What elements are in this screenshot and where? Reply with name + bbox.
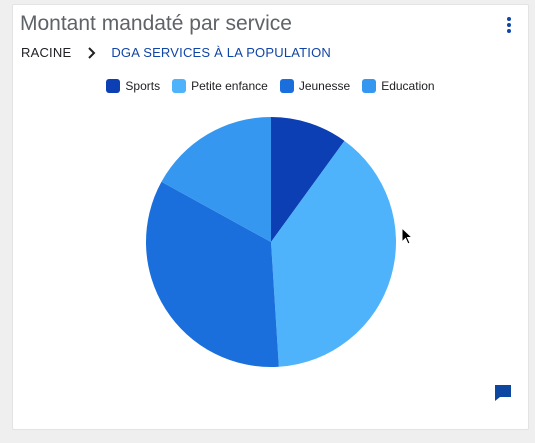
breadcrumb-current: DGA SERVICES À LA POPULATION bbox=[111, 45, 332, 60]
comment-icon[interactable] bbox=[494, 384, 512, 402]
pie-slice-jeunesse[interactable] bbox=[146, 181, 279, 367]
pie-slice-petite-enfance[interactable] bbox=[271, 140, 396, 367]
legend-item[interactable]: Sports bbox=[106, 79, 160, 93]
breadcrumb-root[interactable]: RACINE bbox=[21, 45, 72, 60]
more-vert-icon[interactable] bbox=[502, 15, 516, 35]
chevron-right-icon bbox=[87, 46, 97, 59]
legend-item[interactable]: Education bbox=[362, 79, 435, 93]
legend-label: Jeunesse bbox=[298, 79, 351, 93]
chart-card: Montant mandaté par service RACINE DGA S… bbox=[12, 4, 529, 430]
legend-label: Petite enfance bbox=[191, 79, 268, 93]
chart-title: Montant mandaté par service bbox=[20, 12, 292, 35]
legend-item[interactable]: Petite enfance bbox=[172, 79, 268, 93]
legend-swatch bbox=[172, 79, 187, 93]
pie-slice-education[interactable] bbox=[161, 117, 271, 242]
pie-chart bbox=[146, 117, 396, 367]
legend-swatch bbox=[279, 79, 294, 93]
legend-swatch bbox=[106, 79, 121, 93]
mouse-cursor-icon bbox=[401, 226, 415, 247]
legend-swatch bbox=[362, 79, 377, 93]
chart-legend: Sports Petite enfance Jeunesse Education bbox=[13, 79, 528, 93]
legend-label: Sports bbox=[125, 79, 161, 93]
pie-slice-sports[interactable] bbox=[271, 117, 345, 242]
breadcrumb: RACINE DGA SERVICES À LA POPULATION bbox=[21, 45, 331, 60]
legend-label: Education bbox=[381, 79, 435, 93]
legend-item[interactable]: Jeunesse bbox=[279, 79, 351, 93]
